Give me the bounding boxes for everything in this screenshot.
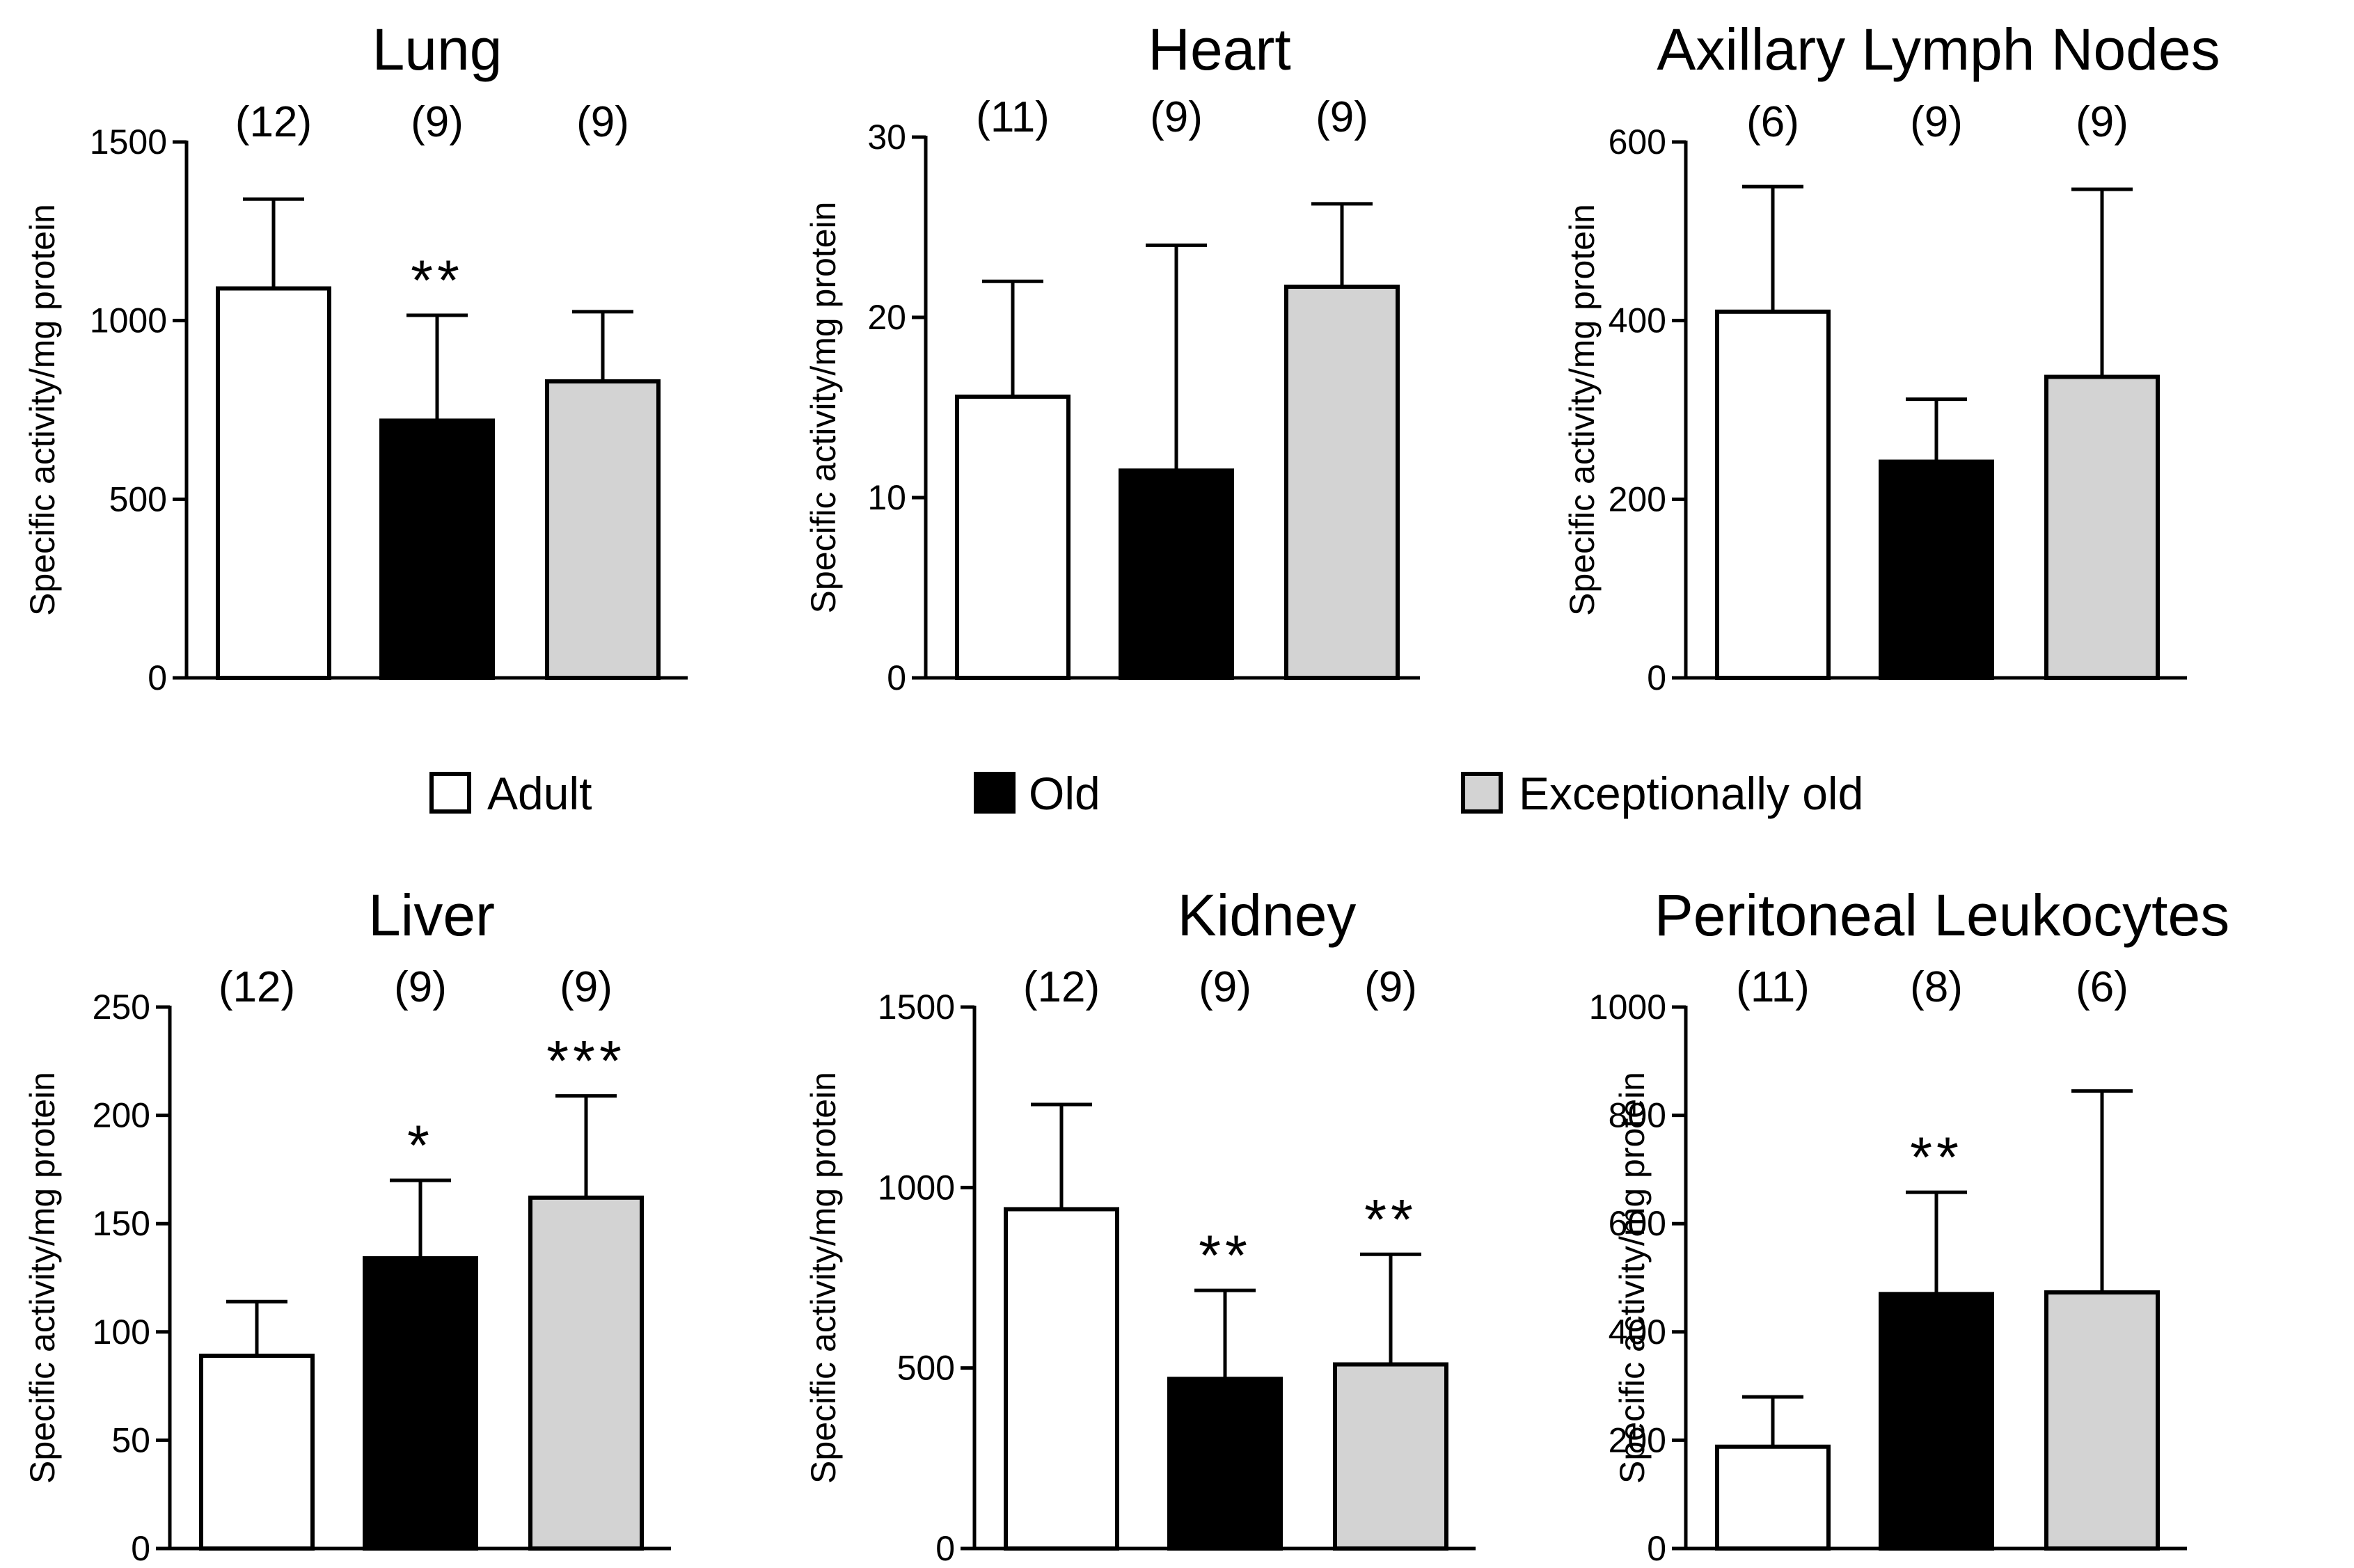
chart-peritoneal-leukocytes: Peritoneal Leukocytes Specific activity/m…: [1589, 882, 2229, 1568]
chart-title: Heart: [1148, 17, 1290, 82]
chart-kidney: Kidney Specific activity/mg protein 0 500 10…: [804, 882, 1476, 1568]
bar-old: [379, 418, 495, 681]
sample-size-adult: (11): [976, 93, 1050, 141]
y-axis-label: Specific activity/mg protein: [804, 202, 843, 614]
legend-label-adult: Adult: [487, 768, 592, 819]
sample-size-exceptionally-old: (9): [1364, 963, 1417, 1011]
y-axis-label: Specific activity/mg protein: [804, 1072, 843, 1484]
sample-size-exceptionally-old: (9): [1316, 93, 1368, 141]
bar-exceptionally-old: [1284, 284, 1400, 681]
chart-lung: Lung Specific activity/mg protein 0 500 1000…: [23, 17, 688, 697]
y-tick-label: 500: [109, 480, 167, 518]
significance-old: *: [407, 1114, 434, 1178]
y-tick-label: 200: [93, 1096, 150, 1135]
bar-old: [1879, 459, 1994, 681]
y-tick-label: 400: [1609, 301, 1666, 340]
sample-size-adult: (6): [1746, 98, 1799, 146]
y-tick-label: 0: [131, 1529, 150, 1568]
y-tick-label: 1000: [878, 1168, 955, 1207]
chart-title: Axillary Lymph Nodes: [1657, 17, 2220, 82]
bar-old: [1119, 468, 1234, 681]
y-tick-label: 0: [935, 1529, 955, 1568]
bar-adult: [199, 1354, 315, 1551]
chart-liver: Liver Specific activity/mg protein 0 50 100 1…: [23, 882, 671, 1568]
y-axis-label: Specific activity/mg protein: [23, 1072, 62, 1484]
y-tick-label: 30: [867, 118, 906, 157]
sample-size-old: (8): [1910, 963, 1963, 1011]
legend-label-old: Old: [1029, 768, 1100, 819]
y-tick-label: 500: [897, 1349, 955, 1388]
significance-exceptionally-old: ***: [546, 1030, 626, 1093]
significance-exceptionally-old: **: [1364, 1188, 1417, 1251]
legend-swatch-adult: [429, 772, 471, 814]
bar-exceptionally-old: [1333, 1362, 1448, 1551]
y-tick-label: 20: [867, 298, 906, 337]
y-tick-label: 10: [867, 478, 906, 517]
sample-size-old: (9): [394, 963, 447, 1011]
y-tick-label: 200: [1609, 1420, 1666, 1459]
legend-label-exceptionally-old: Exceptionally old: [1519, 768, 1863, 819]
y-tick-label: 0: [1647, 658, 1666, 697]
bar-adult: [1715, 309, 1831, 681]
chart-axillary-lymph-nodes: Axillary Lymph Nodes Specific activity/mg…: [1563, 17, 2220, 697]
bar-exceptionally-old: [2044, 374, 2160, 680]
legend: Adult Old Exceptionally old: [429, 768, 1863, 819]
y-tick-label: 200: [1609, 480, 1666, 518]
bar-old: [363, 1256, 478, 1551]
sample-size-adult: (12): [235, 98, 312, 146]
y-tick-label: 800: [1609, 1096, 1666, 1135]
sample-size-exceptionally-old: (9): [576, 98, 629, 146]
chart-heart: Heart Specific activity/mg protein 0 10 20 30…: [804, 17, 1420, 697]
sample-size-old: (9): [1150, 93, 1203, 141]
sample-size-old: (9): [411, 98, 464, 146]
y-tick-label: 600: [1609, 1204, 1666, 1243]
bar-exceptionally-old: [545, 379, 661, 681]
y-axis-label: Specific activity/mg protein: [1563, 204, 1602, 616]
sample-size-exceptionally-old: (6): [2076, 963, 2128, 1011]
y-tick-label: 150: [93, 1204, 150, 1243]
y-axis-label: Specific activity/mg protein: [1613, 1072, 1652, 1484]
significance-old: **: [411, 249, 464, 312]
y-tick-label: 400: [1609, 1313, 1666, 1352]
y-axis-label: Specific activity/mg protein: [23, 204, 62, 616]
y-tick-label: 100: [93, 1313, 150, 1352]
y-tick-label: 600: [1609, 122, 1666, 161]
bar-adult: [1004, 1207, 1119, 1551]
bar-adult: [216, 286, 331, 680]
y-tick-label: 1000: [90, 301, 167, 340]
sample-size-old: (9): [1199, 963, 1251, 1011]
significance-old: **: [1910, 1126, 1963, 1189]
y-tick-label: 0: [887, 658, 906, 697]
y-tick-label: 0: [148, 658, 167, 697]
chart-title: Peritoneal Leukocytes: [1654, 882, 2230, 948]
y-tick-label: 1000: [1589, 988, 1666, 1027]
sample-size-adult: (11): [1736, 963, 1810, 1011]
sample-size-old: (9): [1910, 98, 1963, 146]
legend-swatch-exceptionally-old: [1461, 772, 1503, 814]
y-tick-label: 1500: [90, 122, 167, 161]
bar-adult: [955, 394, 1071, 681]
significance-old: **: [1199, 1224, 1251, 1288]
bar-old: [1167, 1377, 1283, 1551]
sample-size-exceptionally-old: (9): [2076, 98, 2128, 146]
sample-size-exceptionally-old: (9): [560, 963, 613, 1011]
chart-title: Kidney: [1178, 882, 1357, 948]
bar-old: [1879, 1292, 1994, 1551]
sample-size-adult: (12): [219, 963, 295, 1011]
bar-exceptionally-old: [528, 1195, 644, 1551]
y-tick-label: 250: [93, 988, 150, 1027]
bar-adult: [1715, 1444, 1831, 1551]
sample-size-adult: (12): [1023, 963, 1100, 1011]
bar-exceptionally-old: [2044, 1290, 2160, 1551]
chart-title: Lung: [372, 17, 503, 82]
y-tick-label: 50: [111, 1420, 150, 1459]
legend-swatch-old: [974, 772, 1016, 814]
y-tick-label: 1500: [878, 988, 955, 1027]
chart-title: Liver: [368, 882, 495, 948]
y-tick-label: 0: [1647, 1529, 1666, 1568]
